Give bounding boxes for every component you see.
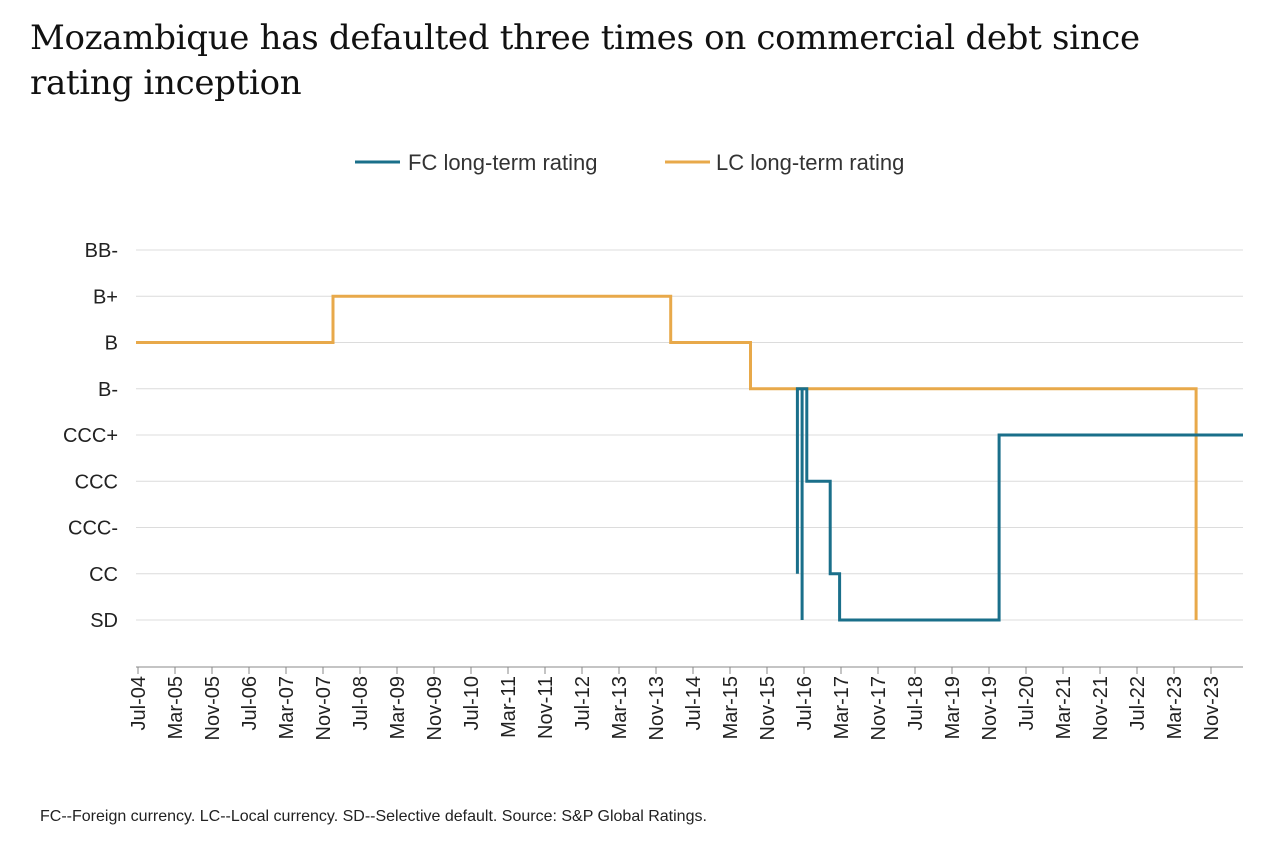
series-line-lc [136, 294, 1243, 620]
x-tick-label: Mar-17 [831, 676, 853, 739]
series-layer [136, 294, 1243, 622]
x-tick-label: Jul-10 [461, 676, 483, 730]
y-tick-label: CCC [75, 471, 118, 493]
x-tick-label: Nov-15 [757, 676, 779, 740]
x-tick-label: Nov-11 [535, 676, 557, 739]
x-tick-label: Nov-05 [202, 676, 224, 740]
chart-title: Mozambique has defaulted three times on … [30, 18, 1140, 103]
x-tick-label: Jul-22 [1127, 676, 1149, 730]
legend-label-lc: LC long-term rating [716, 150, 904, 175]
y-tick-label: CCC+ [63, 425, 118, 447]
y-axis-labels: SD CC CCC- CCC CCC+ B- B B+ BB- [63, 240, 118, 632]
x-tick-label: Mar-21 [1053, 676, 1075, 739]
x-tick-label: Mar-09 [387, 676, 409, 739]
x-tick-label: Jul-12 [572, 676, 594, 730]
x-tick-label: Nov-23 [1201, 676, 1223, 740]
x-tick-label: Jul-16 [794, 676, 816, 730]
y-tick-label: CC [89, 564, 118, 586]
y-tick-label: CCC- [68, 518, 118, 540]
x-tick-label: Nov-21 [1090, 676, 1112, 740]
x-tick-label: Nov-09 [424, 676, 446, 740]
x-tick-label: Nov-07 [313, 676, 335, 740]
x-tick-label: Jul-06 [239, 676, 261, 730]
y-tick-label: BB- [85, 240, 118, 262]
y-tick-label: B- [98, 379, 118, 401]
x-tick-label: Jul-18 [905, 676, 927, 730]
x-tick-label: Mar-15 [720, 676, 742, 739]
x-axis: Jul-04 Mar-05 Nov-05 Jul-06 Mar-07 Nov-07 Jul-… [128, 666, 1243, 740]
footnote: FC--Foreign currency. LC--Local currency… [40, 808, 707, 825]
x-tick-label: Mar-11 [498, 676, 520, 738]
series-line-fc [795, 387, 1243, 622]
x-tick-label: Mar-23 [1164, 676, 1186, 739]
x-tick-label: Nov-19 [979, 676, 1001, 740]
x-tick-label: Nov-17 [868, 676, 890, 740]
x-tick-label: Mar-13 [609, 676, 631, 739]
x-tick-label: Jul-08 [350, 676, 372, 730]
legend-label-fc: FC long-term rating [408, 150, 598, 175]
y-tick-label: B+ [93, 286, 118, 308]
x-tick-label: Jul-14 [683, 676, 705, 730]
x-tick-label: Jul-20 [1016, 676, 1038, 730]
legend: FC long-term rating LC long-term rating [355, 150, 904, 175]
x-tick-label: Nov-13 [646, 676, 668, 740]
y-tick-label: B [105, 333, 118, 355]
x-tick-label: Mar-19 [942, 676, 964, 739]
x-tick-label: Jul-04 [128, 676, 150, 730]
y-tick-label: SD [90, 610, 118, 632]
x-tick-label: Mar-05 [165, 676, 187, 739]
x-tick-label: Mar-07 [276, 676, 298, 739]
